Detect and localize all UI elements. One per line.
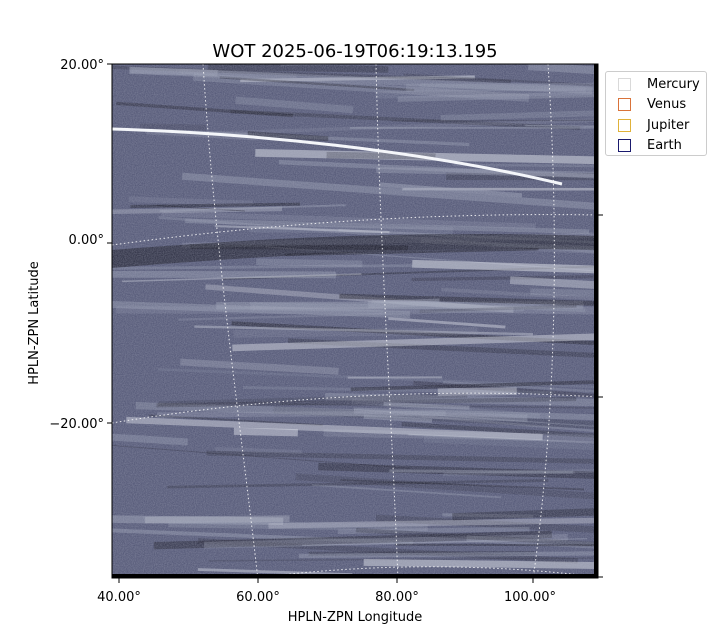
x-tick-label-60: 60.00° xyxy=(236,590,280,605)
grid-line-lon-60 xyxy=(202,64,259,578)
plot-bottom-shadow xyxy=(112,574,598,578)
x-axis: 40.00° 60.00° 80.00° 100.00° HPLN-ZPN Lo… xyxy=(97,578,556,625)
legend-item-jupiter: Jupiter xyxy=(606,115,706,136)
plot-edge-shadow xyxy=(594,64,598,578)
plot-area xyxy=(111,63,599,579)
legend-label-mercury: Mercury xyxy=(647,76,700,92)
legend-item-venus: Venus xyxy=(606,95,706,116)
x-axis-label: HPLN-ZPN Longitude xyxy=(288,610,423,625)
y-axis: 20.00° 0.00° −20.00° HPLN-ZPN Latitude xyxy=(27,58,603,578)
y-axis-label: HPLN-ZPN Latitude xyxy=(27,261,42,384)
chart-title: WOT 2025-06-19T06:19:13.195 xyxy=(212,41,497,62)
legend-item-mercury: Mercury xyxy=(606,74,706,95)
legend-item-earth: Earth xyxy=(606,136,706,157)
legend-swatch-venus xyxy=(618,98,631,112)
legend-label-jupiter: Jupiter xyxy=(647,117,690,133)
y-tick-label-0: 0.00° xyxy=(69,233,104,248)
legend: Mercury Venus Jupiter Earth xyxy=(605,71,707,156)
legend-label-earth: Earth xyxy=(647,138,682,154)
x-tick-label-80: 80.00° xyxy=(375,590,419,605)
y-tick-label-minus20: −20.00° xyxy=(49,417,104,432)
legend-swatch-jupiter xyxy=(618,118,631,132)
y-tick-label-20: 20.00° xyxy=(60,58,104,73)
grid-line-lat-0 xyxy=(112,214,598,246)
x-tick-label-40: 40.00° xyxy=(97,590,141,605)
image-noise xyxy=(112,64,598,578)
x-tick-label-100: 100.00° xyxy=(504,590,556,605)
bright-track xyxy=(112,127,563,186)
legend-swatch-earth xyxy=(618,139,631,153)
legend-swatch-mercury xyxy=(618,77,631,91)
legend-label-venus: Venus xyxy=(647,97,687,113)
coordinate-grid xyxy=(112,64,598,578)
